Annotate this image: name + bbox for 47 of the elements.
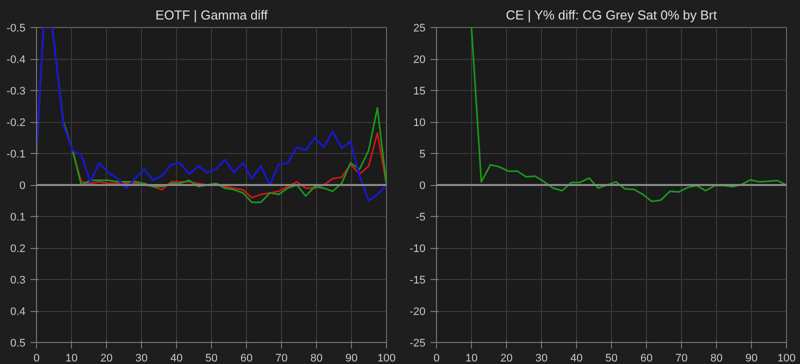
x-tick-label: 90	[345, 352, 358, 364]
x-tick-label: 10	[465, 352, 478, 364]
chart-title: EOTF | Gamma diff	[155, 8, 268, 22]
x-tick-label: 0	[433, 352, 440, 364]
line-series	[470, 28, 786, 202]
x-tick-label: 70	[275, 352, 288, 364]
y-tick-label: -0.2	[6, 117, 26, 129]
chart-title: CE | Y% diff: CG Grey Sat 0% by Brt	[506, 8, 718, 22]
x-tick-label: 100	[777, 352, 796, 364]
x-tick-label: 10	[65, 352, 78, 364]
y-tick-label: -15	[410, 274, 426, 286]
y-tick-label: 0	[19, 180, 26, 192]
x-tick-label: 40	[570, 352, 583, 364]
x-tick-label: 70	[675, 352, 688, 364]
y-tick-label: 10	[413, 117, 426, 129]
y-tick-label: 0.3	[10, 274, 26, 286]
y-tick-label: -10	[410, 243, 426, 255]
y-tick-label: -0.5	[6, 22, 26, 34]
y-tick-label: -5	[416, 212, 426, 224]
y-tick-label: 15	[413, 86, 426, 98]
x-tick-label: 100	[377, 352, 396, 364]
y-tick-label: 0.4	[10, 306, 26, 318]
x-tick-label: 20	[500, 352, 513, 364]
x-tick-label: 90	[745, 352, 758, 364]
y-tick-label: -0.4	[6, 54, 26, 66]
y-tick-label: 20	[413, 54, 426, 66]
x-tick-label: 30	[135, 352, 148, 364]
y-tick-label: 0.2	[10, 243, 26, 255]
x-tick-label: 40	[170, 352, 183, 364]
y-tick-label: 5	[419, 148, 426, 160]
y-tick-label: -25	[410, 338, 426, 350]
x-tick-label: 30	[535, 352, 548, 364]
x-tick-label: 50	[205, 352, 218, 364]
y-tick-label: 0	[419, 180, 426, 192]
x-tick-label: 20	[100, 352, 113, 364]
y-tick-label: -20	[410, 306, 426, 318]
y-tick-label: 0.5	[10, 338, 26, 350]
x-tick-label: 80	[710, 352, 723, 364]
x-tick-label: 0	[33, 352, 40, 364]
y-tick-label: 25	[413, 22, 426, 34]
y-tick-label: 0.1	[10, 212, 26, 224]
x-tick-label: 60	[240, 352, 253, 364]
x-tick-label: 60	[640, 352, 653, 364]
x-tick-label: 50	[605, 352, 618, 364]
x-tick-label: 80	[310, 352, 323, 364]
y-tick-label: -0.3	[6, 86, 26, 98]
y-tick-label: -0.1	[6, 148, 26, 160]
